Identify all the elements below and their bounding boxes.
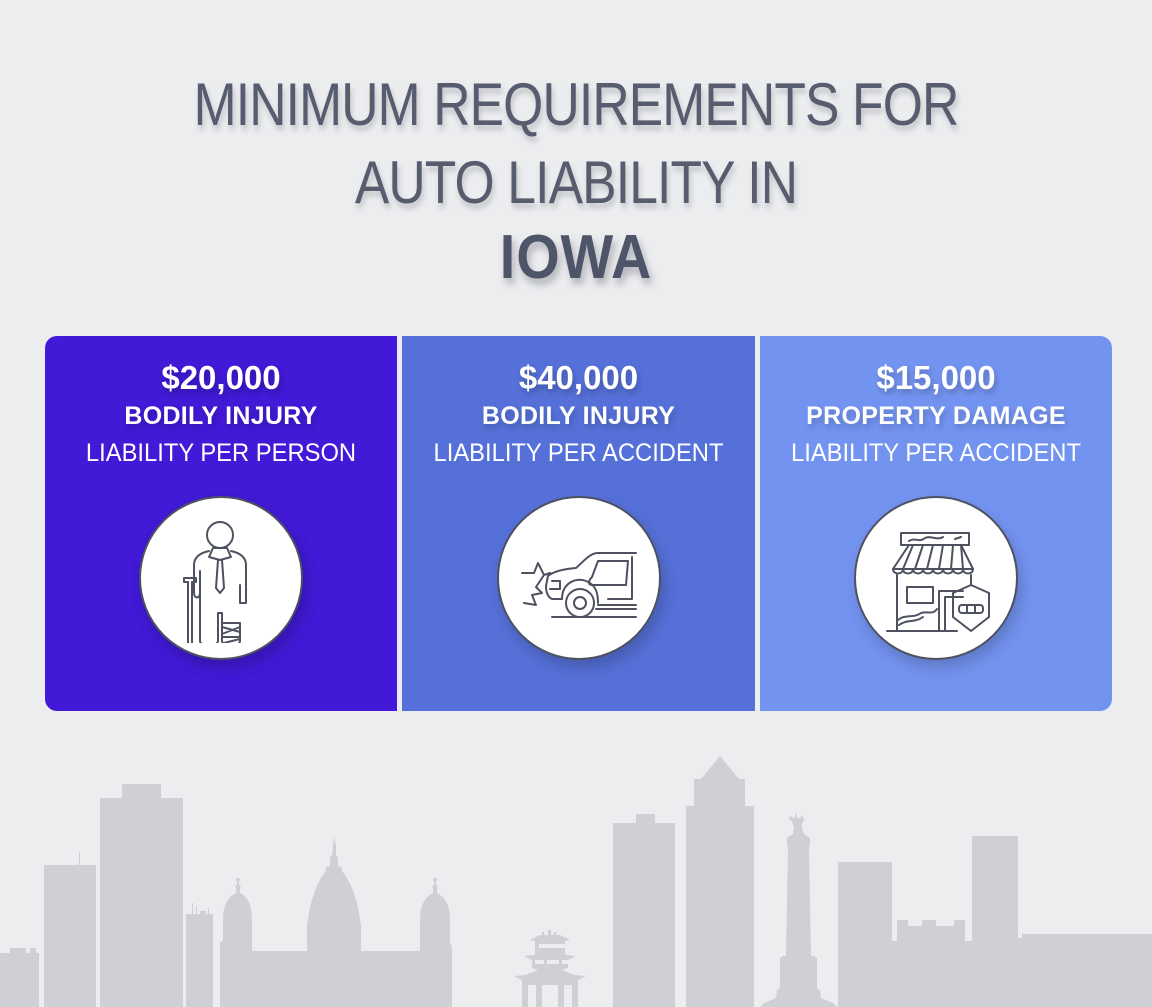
card-type: BODILY INJURY xyxy=(124,402,318,430)
card-type: BODILY INJURY xyxy=(481,402,676,430)
page-title: MINIMUM REQUIREMENTS FOR AUTO LIABILITY … xyxy=(0,66,1152,298)
state-name: IOWA xyxy=(499,223,653,292)
damaged-storefront-icon xyxy=(886,532,990,632)
title-line-2: AUTO LIABILITY IN xyxy=(354,149,798,216)
title-line-1: MINIMUM REQUIREMENTS FOR xyxy=(193,71,960,138)
injured-person-icon xyxy=(183,521,247,643)
card-amount: $40,000 xyxy=(518,359,639,396)
card-description: LIABILITY PER ACCIDENT xyxy=(791,439,1081,467)
icon-circle xyxy=(496,496,661,660)
skyline-illustration xyxy=(0,756,1152,1007)
card-amount: $15,000 xyxy=(876,359,996,396)
card-bodily-injury-per-person: $20,000 BODILY INJURY LIABILITY PER PERS… xyxy=(45,336,397,711)
card-bodily-injury-per-accident: $40,000 BODILY INJURY LIABILITY PER ACCI… xyxy=(402,336,755,711)
icon-circle xyxy=(139,496,303,660)
card-description: LIABILITY PER PERSON xyxy=(85,439,357,467)
card-property-damage-per-accident: $15,000 PROPERTY DAMAGE LIABILITY PER AC… xyxy=(760,336,1112,711)
icon-circle xyxy=(854,496,1018,660)
card-type: PROPERTY DAMAGE xyxy=(806,402,1066,430)
card-amount: $20,000 xyxy=(161,359,281,396)
card-description: LIABILITY PER ACCIDENT xyxy=(433,439,724,467)
car-crash-icon xyxy=(520,552,637,618)
